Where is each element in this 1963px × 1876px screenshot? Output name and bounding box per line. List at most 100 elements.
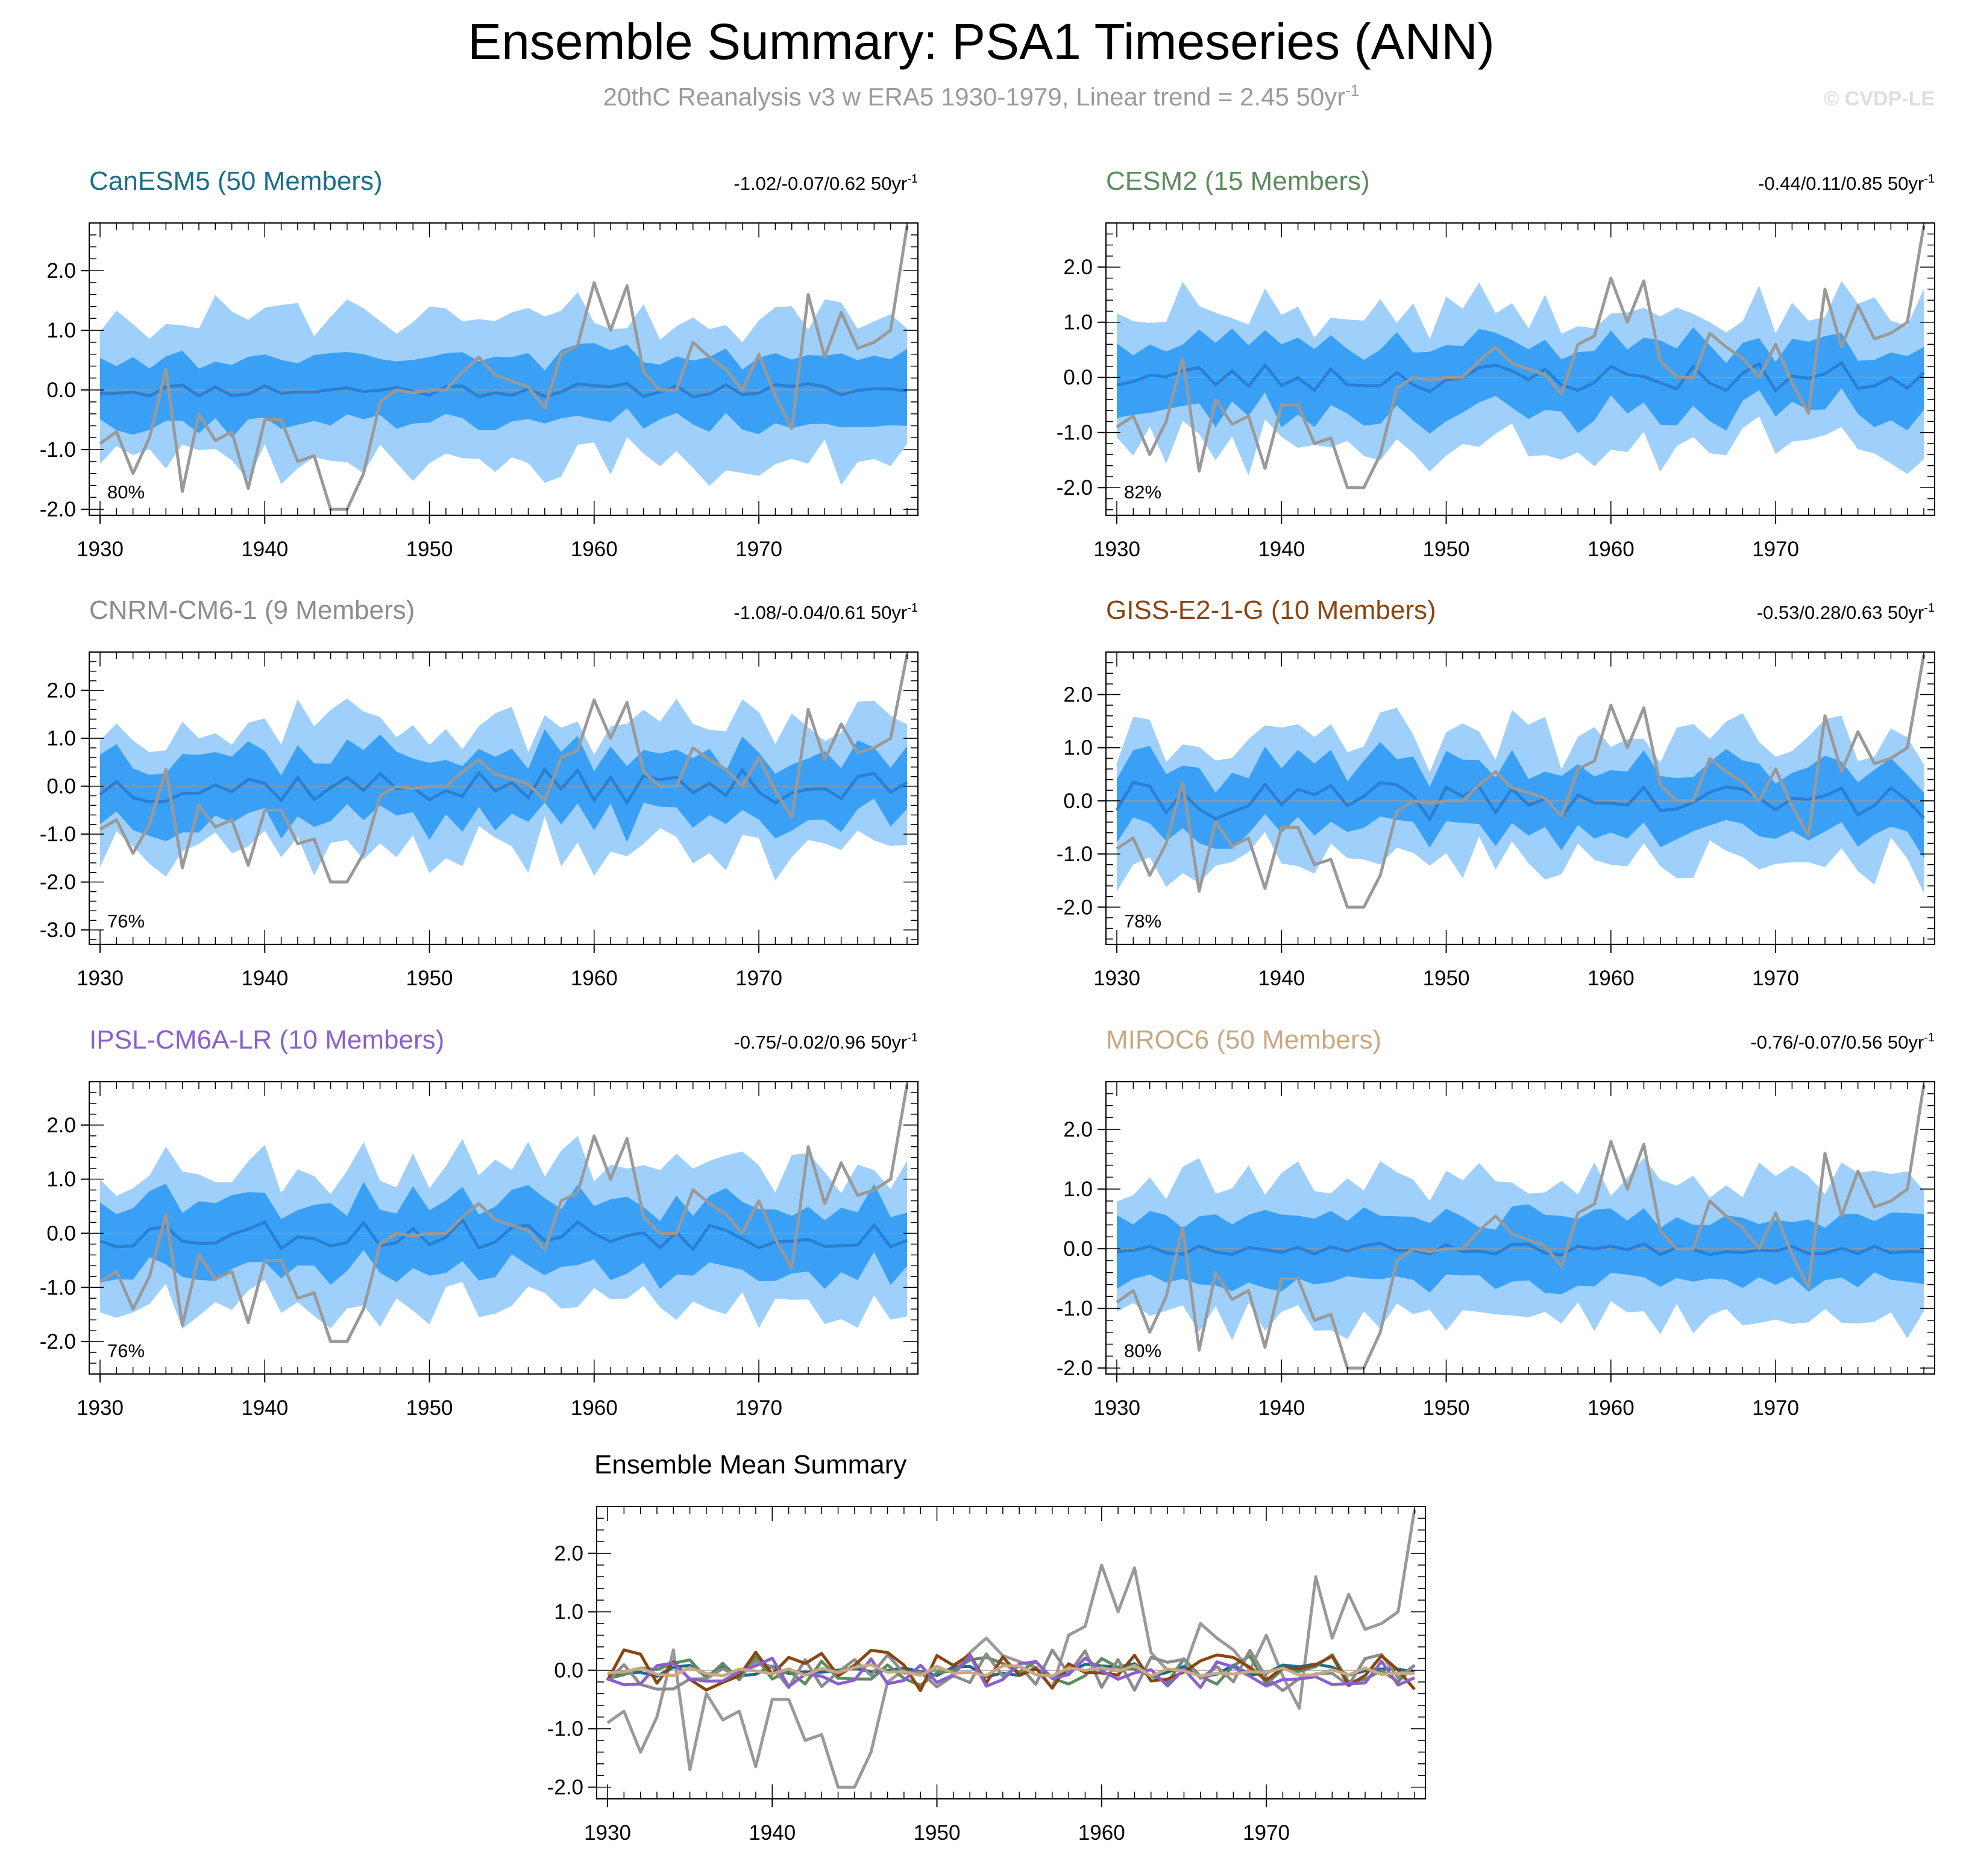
panel-3-title: GISS-E2-1-G (10 Members) — [1106, 595, 1436, 625]
panel-5-xtick-1970: 1970 — [1752, 1396, 1799, 1420]
mean-summary-observation-line — [606, 1509, 1416, 1789]
mean-summary-xtick-1950: 1950 — [914, 1821, 961, 1845]
mean-summary-ytick-3: -1.0 — [547, 1718, 583, 1741]
panel-1-ytick-1: 1.0 — [1063, 311, 1093, 334]
panel-4-ytick-3: -1.0 — [40, 1276, 76, 1299]
panel-1-ytick-2: 0.0 — [1063, 366, 1093, 389]
panel-3-ytick-3: -1.0 — [1057, 842, 1093, 866]
panel-3-xtick-1940: 1940 — [1258, 967, 1305, 990]
panel-0-ytick-2: 0.0 — [46, 378, 76, 402]
mean-summary-frame — [596, 1506, 1426, 1799]
panel-0-inner-band — [100, 343, 907, 438]
panel-3-ytick-1: 1.0 — [1063, 736, 1093, 760]
panel-3-frame — [1105, 651, 1935, 945]
panel-2-ytick-2: 0.0 — [46, 775, 76, 798]
panel-0-xtick-1970: 1970 — [735, 538, 782, 561]
subtitle-text: 20thC Reanalysis v3 w ERA5 1930-1979, Li… — [603, 83, 1346, 111]
panel-3-ytick-4: -2.0 — [1057, 896, 1093, 919]
panel-5-xtick-1940: 1940 — [1258, 1396, 1305, 1420]
mean-summary-xtick-1960: 1960 — [1078, 1821, 1125, 1845]
panel-4-ytick-0: 2.0 — [46, 1114, 76, 1137]
panel-2-ensemble-mean-line — [99, 767, 908, 806]
panel-1-xtick-1940: 1940 — [1258, 538, 1305, 561]
panel-0-xtick-1930: 1930 — [77, 538, 124, 561]
panel-4-xtick-1930: 1930 — [77, 1396, 124, 1420]
panel-5-ytick-2: 0.0 — [1063, 1237, 1093, 1261]
panel-canesm5: 1930 1940 1950 1960 1970 2.0 1.0 0.0 -1.0 -2.0 Can… — [40, 166, 919, 561]
panel-miroc6: 1930 1940 1950 1960 1970 2.0 1.0 0.0 -1.0 -2.0 MIR… — [1057, 1025, 1935, 1420]
panel-5-frame — [1105, 1081, 1935, 1375]
panel-3-xtick-1950: 1950 — [1423, 967, 1470, 990]
mean-summary-ytick-0: 2.0 — [554, 1542, 583, 1566]
panel-2-ytick-5: -3.0 — [40, 918, 76, 942]
mean-summary-line-miroc6 — [607, 1663, 1415, 1678]
panel-3-observation-line — [1116, 654, 1926, 909]
panel-0-xtick-1950: 1950 — [406, 538, 453, 561]
panel-1-ytick-3: -1.0 — [1057, 421, 1093, 445]
panel-2-frame — [89, 651, 919, 945]
subtitle: 20thC Reanalysis v3 w ERA5 1930-1979, Li… — [603, 81, 1360, 111]
panel-1-trend: -0.44/0.11/0.85 50yr-1 — [1758, 172, 1935, 194]
mean-summary-ytick-4: -2.0 — [547, 1776, 583, 1799]
panel-5-xtick-1960: 1960 — [1588, 1396, 1635, 1420]
panel-5-percent: 80% — [1124, 1340, 1161, 1361]
panel-4-ytick-1: 1.0 — [46, 1168, 76, 1191]
panel-0-percent: 80% — [107, 482, 145, 503]
panel-1-title: CESM2 (15 Members) — [1106, 166, 1370, 196]
panel-1-xtick-1970: 1970 — [1752, 538, 1799, 561]
panel-3-xtick-1960: 1960 — [1588, 967, 1635, 990]
panel-0-trend: -1.02/-0.07/0.62 50yr-1 — [733, 172, 918, 194]
panel-1-ytick-0: 2.0 — [1063, 256, 1093, 279]
panel-1-xtick-1960: 1960 — [1588, 538, 1635, 561]
panel-2-xtick-1940: 1940 — [241, 967, 288, 990]
panel-4-xtick-1940: 1940 — [241, 1396, 288, 1420]
panel-2-ytick-0: 2.0 — [46, 679, 76, 703]
panel-2-ytick-4: -2.0 — [40, 871, 76, 894]
panel-0-frame — [89, 222, 919, 516]
mean-summary-xtick-1930: 1930 — [584, 1821, 631, 1845]
panel-1-xtick-1950: 1950 — [1423, 538, 1470, 561]
panel-2-title: CNRM-CM6-1 (9 Members) — [89, 595, 415, 625]
mean-summary-xtick-1970: 1970 — [1243, 1821, 1290, 1845]
panel-0-ytick-3: -1.0 — [40, 438, 76, 462]
panel-3-inner-band — [1117, 742, 1924, 858]
panel-1-inner-band — [1117, 327, 1924, 434]
panel-2-xtick-1950: 1950 — [406, 967, 453, 990]
main-title: Ensemble Summary: PSA1 Timeseries (ANN) — [468, 13, 1495, 70]
panel-4-ensemble-mean-line — [99, 1217, 908, 1252]
panel-2-observation-line — [99, 654, 909, 884]
panel-2-xtick-1930: 1930 — [77, 967, 124, 990]
panel-0-title: CanESM5 (50 Members) — [89, 166, 383, 196]
panel-4-xtick-1970: 1970 — [735, 1396, 782, 1420]
panel-1-percent: 82% — [1124, 482, 1161, 503]
panel-4-xtick-1950: 1950 — [406, 1396, 453, 1420]
panel-5-xtick-1930: 1930 — [1093, 1396, 1140, 1420]
panel-giss-e2-1-g: 1930 1940 1950 1960 1970 2.0 1.0 0.0 -1.0 -2.0 GIS… — [1057, 595, 1935, 990]
panel-5-ytick-4: -2.0 — [1057, 1357, 1093, 1380]
panel-3-xtick-1970: 1970 — [1752, 967, 1799, 990]
panel-5-ytick-0: 2.0 — [1063, 1118, 1093, 1141]
panel-3-ytick-0: 2.0 — [1063, 683, 1093, 707]
panel-3-trend: -0.53/0.28/0.63 50yr-1 — [1757, 601, 1935, 623]
panel-4-ytick-4: -2.0 — [40, 1330, 76, 1354]
panel-4-frame — [89, 1081, 919, 1375]
panel-5-title: MIROC6 (50 Members) — [1106, 1025, 1381, 1055]
mean-summary-ytick-2: 0.0 — [554, 1659, 583, 1683]
subtitle-sup: -1 — [1345, 81, 1359, 99]
panel-0-ytick-4: -2.0 — [40, 498, 76, 521]
mean-summary-xtick-1940: 1940 — [749, 1821, 796, 1845]
mean-summary-title: Ensemble Mean Summary — [594, 1450, 906, 1479]
mean-summary-ytick-1: 1.0 — [554, 1601, 583, 1624]
panel-ensemble-mean-summary: 1930 1940 1950 1960 1970 2.0 1.0 0.0 -1.0 -2.0 Ens… — [547, 1450, 1426, 1845]
panel-2-ytick-1: 1.0 — [46, 727, 76, 750]
panel-0-xtick-1940: 1940 — [241, 538, 288, 561]
panel-5-trend: -0.76/-0.07/0.56 50yr-1 — [1750, 1031, 1935, 1053]
panel-3-ytick-2: 0.0 — [1063, 789, 1093, 813]
panel-1-observation-line — [1116, 225, 1926, 489]
panel-2-ytick-3: -1.0 — [40, 823, 76, 846]
panel-2-percent: 76% — [107, 911, 145, 932]
panel-1-xtick-1930: 1930 — [1093, 538, 1140, 561]
panel-4-ytick-2: 0.0 — [46, 1222, 76, 1245]
panel-3-xtick-1930: 1930 — [1093, 967, 1140, 990]
